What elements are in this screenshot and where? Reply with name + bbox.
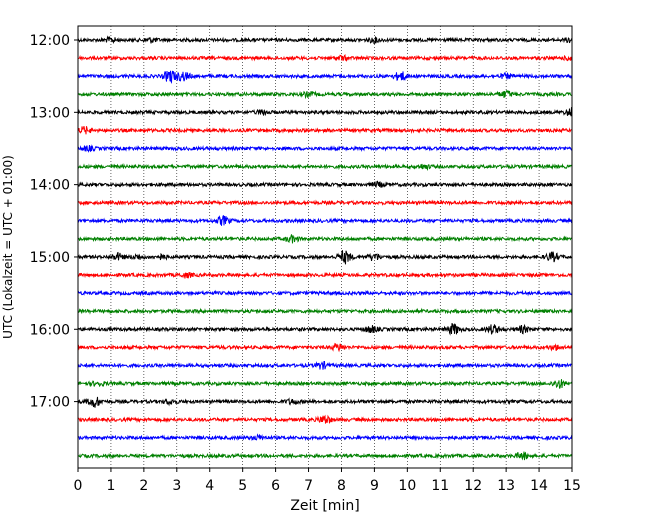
seismic-trace-1245 — [77, 89, 573, 100]
seismic-trace-1700 — [77, 396, 573, 408]
traces — [77, 35, 573, 461]
x-tick-label: 10 — [398, 478, 416, 494]
seismic-trace-1230 — [77, 70, 573, 85]
x-tick-label: 0 — [74, 478, 83, 494]
seismic-trace-1315 — [77, 126, 573, 135]
seismic-trace-1215 — [77, 53, 573, 62]
x-tick-label: 8 — [337, 478, 346, 494]
seismic-trace-1300 — [77, 107, 573, 117]
x-tick-label: 5 — [238, 478, 247, 494]
x-tick-label: 9 — [370, 478, 379, 494]
y-tick-label: 12:00 — [30, 33, 70, 49]
seismic-trace-1745 — [78, 451, 573, 461]
x-axis-ticks: 0 1 2 3 4 5 6 7 8 9 10 11 12 13 14 15 — [74, 468, 581, 494]
seismic-trace-1330 — [77, 144, 573, 153]
seismic-trace-1615 — [77, 342, 573, 353]
x-tick-label: 3 — [172, 478, 181, 494]
y-axis-label: UTC (Lokalzeit = UTC + 01:00) — [1, 155, 15, 339]
x-tick-label: 4 — [205, 478, 214, 494]
seismic-trace-1415 — [77, 199, 573, 207]
x-tick-label: 7 — [304, 478, 313, 494]
seismic-trace-1630 — [77, 361, 573, 370]
y-axis-ticks: 12:00 13:00 14:00 15:00 16:00 17:00 — [30, 33, 78, 411]
x-tick-label: 15 — [563, 478, 581, 494]
x-tick-label: 2 — [139, 478, 148, 494]
seismic-trace-1500 — [77, 250, 573, 265]
seismic-trace-1200 — [77, 35, 573, 45]
seismic-trace-1645 — [77, 379, 573, 389]
seismic-trace-1345 — [77, 163, 573, 171]
x-axis-label: Zeit [min] — [290, 498, 359, 514]
y-tick-label: 15:00 — [30, 250, 70, 266]
seismic-trace-1530 — [77, 289, 573, 297]
seismic-trace-1600 — [77, 323, 573, 336]
plot-frame — [77, 25, 573, 469]
seismic-trace-1715 — [77, 414, 573, 424]
x-tick-label: 14 — [530, 478, 548, 494]
seismic-trace-1445 — [77, 234, 573, 244]
seismic-trace-1430 — [77, 214, 573, 226]
x-tick-label: 11 — [431, 478, 449, 494]
seismic-trace-1400 — [77, 180, 573, 189]
seismic-trace-1515 — [77, 271, 573, 279]
x-tick-label: 6 — [271, 478, 280, 494]
seismic-trace-1730 — [77, 433, 573, 442]
y-tick-label: 16:00 — [30, 322, 70, 338]
y-tick-label: 13:00 — [30, 105, 70, 121]
x-tick-label: 1 — [106, 478, 115, 494]
y-tick-label: 17:00 — [30, 395, 70, 411]
x-tick-label: 12 — [464, 478, 482, 494]
x-tick-label: 13 — [497, 478, 515, 494]
seismic-trace-1545 — [78, 307, 573, 315]
y-tick-label: 14:00 — [30, 178, 70, 194]
